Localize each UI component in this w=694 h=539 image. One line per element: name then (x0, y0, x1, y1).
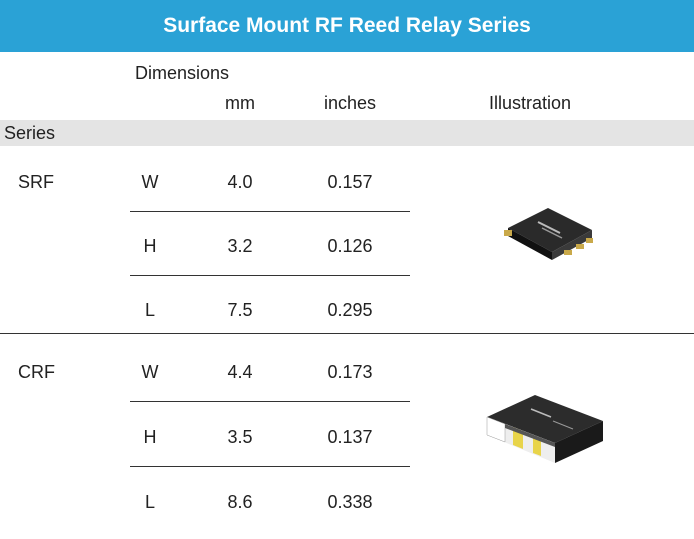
inch-value: 0.137 (327, 426, 372, 448)
mm-value: 7.5 (227, 299, 252, 321)
dimension: H (144, 235, 157, 257)
series-name: SRF (18, 171, 54, 193)
page: Surface Mount RF Reed Relay Series Dimen… (0, 0, 694, 539)
column-header: mm (225, 92, 255, 114)
inch-value: 0.338 (327, 491, 372, 513)
dimension: L (145, 299, 155, 321)
title: Surface Mount RF Reed Relay Series (0, 14, 694, 38)
srf-illustration (490, 200, 610, 270)
mm-value: 3.5 (227, 426, 252, 448)
column-header: Illustration (489, 92, 571, 114)
dimension: H (144, 426, 157, 448)
section-bar: Series (0, 120, 694, 146)
inch-value: 0.126 (327, 235, 372, 257)
row-rule (130, 275, 410, 276)
dimension: L (145, 491, 155, 513)
mm-value: 4.0 (227, 171, 252, 193)
row-rule (130, 211, 410, 212)
inch-value: 0.157 (327, 171, 372, 193)
series-name: CRF (18, 361, 55, 383)
mm-value: 8.6 (227, 491, 252, 513)
section-label: Series (4, 122, 55, 144)
row-rule (130, 466, 410, 467)
mm-value: 4.4 (227, 361, 252, 383)
mm-value: 3.2 (227, 235, 252, 257)
dimension: W (142, 361, 159, 383)
dimension: W (142, 171, 159, 193)
title-bar: Surface Mount RF Reed Relay Series (0, 0, 694, 52)
group-label: Dimensions (135, 62, 229, 84)
inch-value: 0.295 (327, 299, 372, 321)
row-rule (130, 401, 410, 402)
inch-value: 0.173 (327, 361, 372, 383)
group-rule (0, 333, 694, 334)
column-header: inches (324, 92, 376, 114)
crf-illustration (475, 385, 615, 470)
